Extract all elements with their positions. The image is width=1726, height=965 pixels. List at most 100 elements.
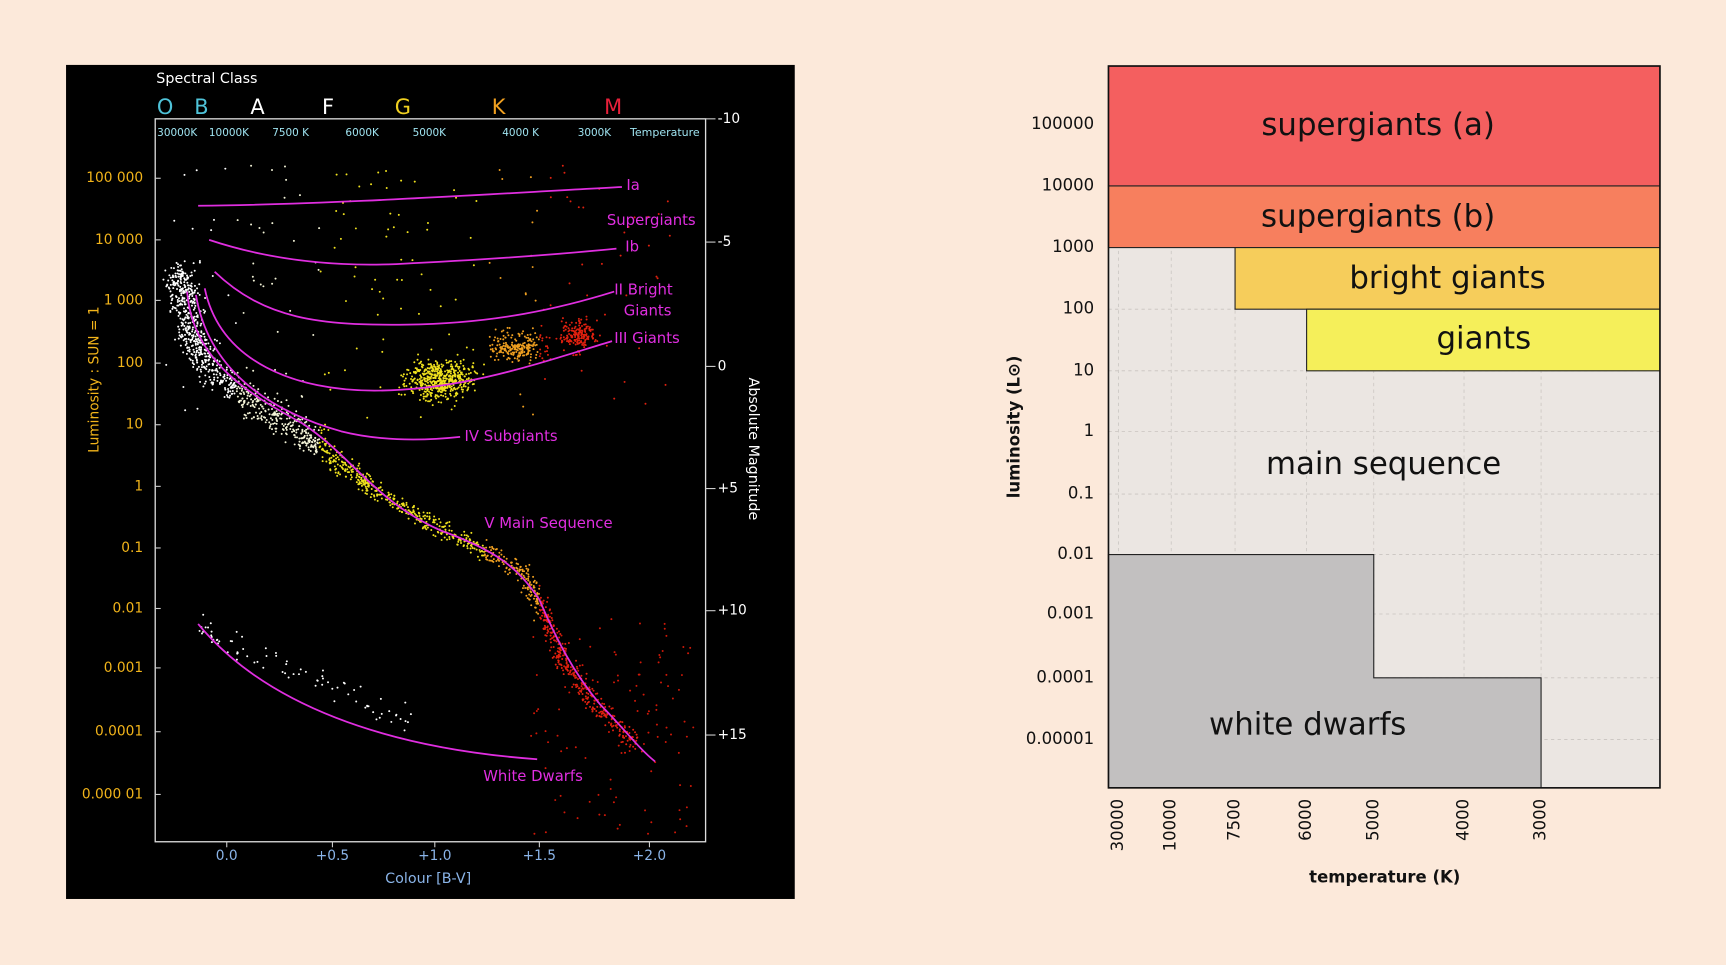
star <box>401 497 404 500</box>
star <box>201 359 204 362</box>
star <box>240 389 243 392</box>
star <box>546 620 549 623</box>
star <box>545 336 548 339</box>
star <box>181 303 184 306</box>
star <box>502 329 505 332</box>
star <box>231 389 234 392</box>
star <box>530 593 533 596</box>
star <box>440 391 443 394</box>
star <box>529 176 532 179</box>
star <box>424 526 427 529</box>
star <box>182 328 185 331</box>
star <box>268 421 271 424</box>
star <box>544 730 547 733</box>
plot-frame <box>1107 65 1661 789</box>
star <box>229 394 232 397</box>
star <box>629 743 632 746</box>
star <box>537 708 540 711</box>
star <box>247 392 250 395</box>
star <box>515 339 518 342</box>
star <box>645 334 648 337</box>
star <box>585 333 588 336</box>
star <box>350 470 353 473</box>
star <box>498 169 501 171</box>
star <box>191 328 194 331</box>
star <box>194 356 197 359</box>
star <box>436 523 439 526</box>
star <box>436 394 438 397</box>
star <box>577 317 580 320</box>
star <box>454 369 457 372</box>
star <box>576 334 579 337</box>
star <box>367 485 370 488</box>
star <box>467 386 470 389</box>
star <box>439 532 442 535</box>
star <box>459 539 462 542</box>
star <box>621 721 624 724</box>
star <box>496 352 499 355</box>
star <box>426 222 429 225</box>
star <box>634 699 637 702</box>
star <box>565 747 568 750</box>
star <box>271 418 274 421</box>
star <box>453 371 456 374</box>
star <box>420 376 423 379</box>
star <box>489 355 492 358</box>
star <box>535 598 538 601</box>
star <box>440 369 443 372</box>
star <box>546 596 549 599</box>
star <box>271 169 273 171</box>
star <box>588 686 591 689</box>
star <box>283 196 286 199</box>
star <box>528 563 531 566</box>
star <box>522 574 525 577</box>
star <box>387 491 390 494</box>
star <box>298 447 301 450</box>
star <box>497 565 500 568</box>
star <box>598 813 601 816</box>
star <box>192 348 195 351</box>
star <box>434 535 437 538</box>
star <box>180 268 183 271</box>
star <box>578 687 581 690</box>
star <box>543 619 546 622</box>
star <box>250 223 253 226</box>
star <box>189 339 192 342</box>
region-label: giants <box>1437 321 1532 357</box>
star <box>260 410 263 413</box>
star <box>310 444 313 447</box>
star <box>558 647 561 650</box>
star <box>276 420 279 422</box>
star <box>453 405 456 408</box>
star <box>505 343 508 346</box>
star <box>539 352 542 355</box>
region-label: supergiants (a) <box>1261 107 1495 143</box>
star <box>264 402 267 405</box>
luminosity-tick: 10 000 <box>95 232 143 248</box>
star <box>439 521 442 524</box>
star <box>568 282 571 285</box>
star <box>502 354 505 357</box>
star <box>419 361 422 364</box>
star <box>321 669 324 672</box>
star <box>196 361 199 364</box>
star <box>589 705 592 708</box>
star <box>199 351 202 354</box>
star <box>171 297 174 300</box>
star <box>185 337 188 340</box>
star <box>177 280 179 283</box>
star <box>573 330 576 333</box>
star <box>208 363 211 366</box>
star <box>671 697 674 700</box>
star <box>272 422 275 425</box>
star <box>523 345 526 348</box>
spectral-class: O <box>157 95 173 119</box>
star <box>164 269 167 272</box>
star <box>224 386 226 389</box>
star <box>625 294 628 297</box>
star <box>450 387 453 390</box>
star <box>544 831 547 834</box>
star <box>257 399 260 402</box>
star <box>292 428 295 431</box>
star <box>236 387 238 390</box>
